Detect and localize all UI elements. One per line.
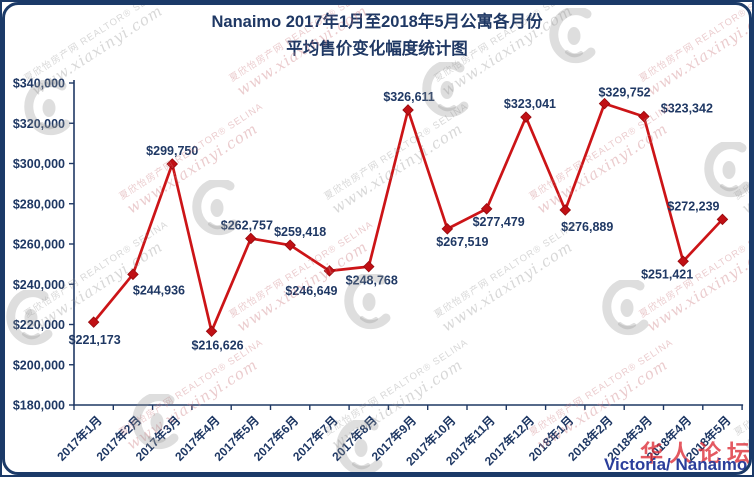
price-line: [92, 102, 724, 333]
forum-watermark: 华人论坛: [640, 440, 754, 466]
data-point-marker: [362, 260, 375, 273]
chart-title: Nanaimo 2017年1月至2018年5月公寓各月份 平均售价变化幅度统计图: [2, 9, 752, 63]
region-label: Victoria/ Nanaimo: [604, 455, 748, 474]
data-point-marker: [87, 316, 100, 328]
data-point-label: $276,889: [561, 220, 613, 234]
data-point-marker: [284, 239, 296, 251]
data-point-label: $277,479: [473, 215, 525, 229]
data-point-label: $267,519: [436, 235, 488, 249]
y-axis-label: $220,000: [13, 318, 65, 332]
data-point-label: $272,239: [667, 199, 719, 213]
y-axis-label: $260,000: [13, 238, 65, 252]
data-point-label: $326,611: [383, 90, 434, 104]
data-point-label: $244,936: [133, 283, 185, 297]
data-point-marker: [677, 255, 689, 268]
data-point-marker: [559, 204, 572, 216]
y-axis-label: $240,000: [13, 278, 65, 292]
data-point-marker: [520, 111, 532, 123]
data-point-label: $329,752: [598, 86, 650, 100]
data-point-marker: [402, 104, 414, 116]
data-point-marker: [166, 158, 179, 170]
data-point-label: $299,750: [146, 144, 198, 158]
data-point-label: $262,757: [221, 218, 273, 232]
data-point-label: $248,768: [346, 274, 398, 288]
data-point-label: $259,418: [274, 225, 326, 239]
chart-title-line1: Nanaimo 2017年1月至2018年5月公寓各月份: [211, 13, 543, 31]
data-point-label: $251,421: [641, 267, 693, 281]
data-point-marker: [480, 203, 493, 215]
y-axis-label: $300,000: [13, 157, 65, 171]
y-axis-label: $280,000: [13, 197, 65, 211]
data-point-label: $221,173: [69, 333, 121, 347]
data-point-label: $323,041: [504, 97, 556, 111]
data-point-label: $246,649: [285, 284, 337, 298]
chart-title-line2: 平均售价变化幅度统计图: [286, 40, 468, 58]
data-point-label: $323,342: [661, 102, 713, 116]
data-point-marker: [638, 110, 650, 123]
data-point-marker: [441, 223, 454, 235]
data-point-marker: [598, 97, 611, 110]
data-point-marker: [127, 268, 139, 281]
data-point-marker: [323, 265, 336, 277]
y-axis-label: $320,000: [13, 117, 65, 131]
data-point-label: $216,626: [191, 338, 243, 352]
y-axis-label: $340,000: [13, 77, 65, 91]
y-axis-label: $200,000: [13, 358, 65, 372]
data-point-marker: [245, 232, 257, 245]
y-axis-label: $180,000: [13, 399, 65, 413]
data-point-marker: [716, 213, 729, 226]
data-point-marker: [205, 325, 218, 338]
